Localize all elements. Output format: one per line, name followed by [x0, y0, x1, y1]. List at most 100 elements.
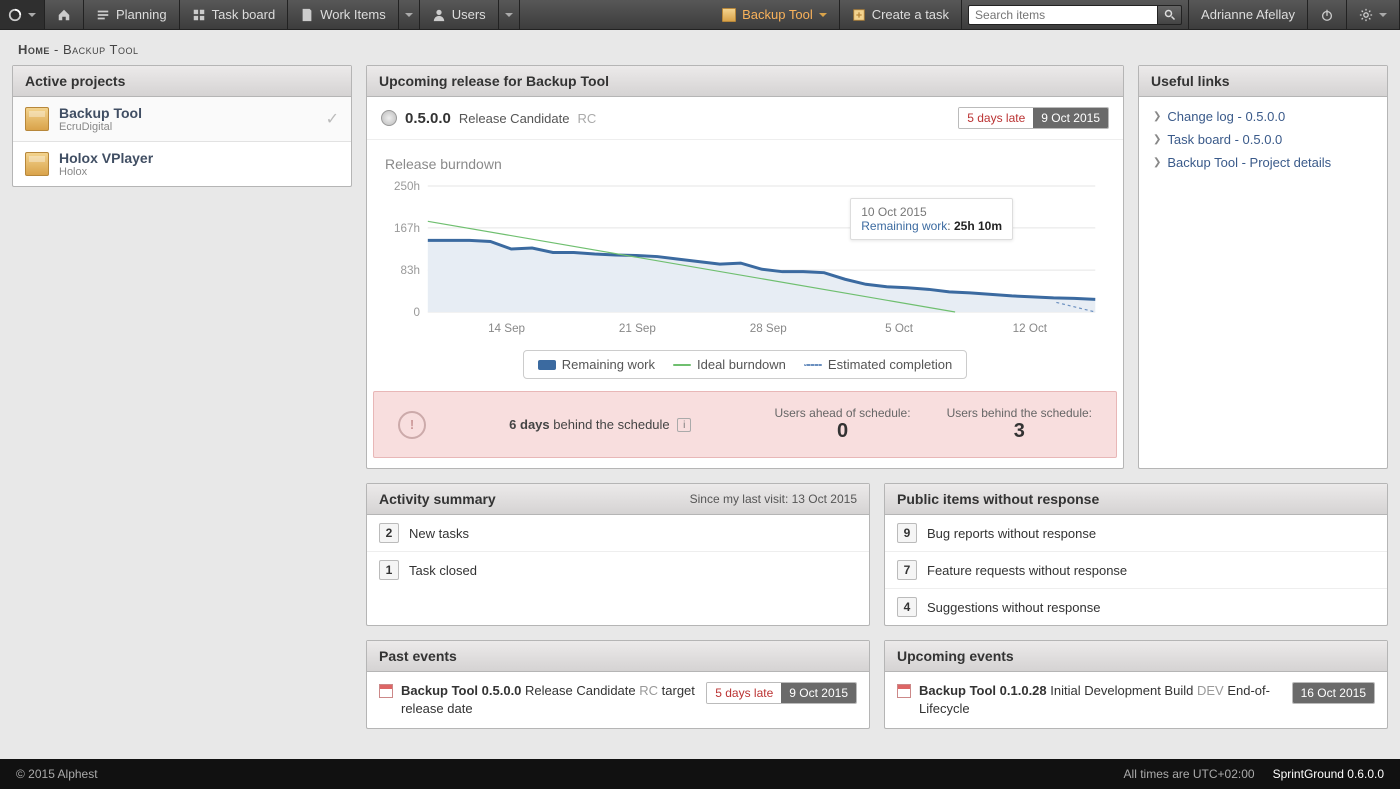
count-label: Bug reports without response — [927, 526, 1096, 541]
release-version[interactable]: 0.5.0.0 — [405, 110, 451, 127]
past-event-item[interactable]: Backup Tool 0.5.0.0 Release Candidate RC… — [367, 672, 869, 728]
upcoming-events-header: Upcoming events — [885, 641, 1387, 672]
upcoming-event-text: Backup Tool 0.1.0.28 Initial Development… — [919, 682, 1284, 718]
useful-link[interactable]: ❯ Backup Tool - Project details — [1139, 151, 1387, 174]
nav-users-label: Users — [452, 7, 486, 22]
nav-workitems[interactable]: Work Items — [288, 0, 399, 29]
public-items-header: Public items without response — [885, 484, 1387, 515]
breadcrumb-page: Backup Tool — [63, 42, 139, 57]
count-badge: 9 — [897, 523, 917, 543]
search-button[interactable] — [1158, 5, 1182, 25]
top-navbar: Planning Task board Work Items Users Bac… — [0, 0, 1400, 30]
username-label: Adrianne Afellay — [1201, 7, 1295, 22]
count-row[interactable]: 9 Bug reports without response — [885, 515, 1387, 552]
nav-planning[interactable]: Planning — [84, 0, 180, 29]
disc-icon — [381, 110, 397, 126]
count-label: New tasks — [409, 526, 469, 541]
power-button[interactable] — [1308, 0, 1347, 29]
svg-text:83h: 83h — [401, 263, 420, 277]
count-badge: 2 — [379, 523, 399, 543]
app-logo[interactable] — [0, 0, 45, 29]
package-icon — [722, 8, 736, 22]
home-button[interactable] — [45, 0, 84, 29]
legend-remaining: Remaining work — [538, 357, 655, 372]
count-row[interactable]: 1 Task closed — [367, 552, 869, 588]
legend-estimated: Estimated completion — [804, 357, 952, 372]
chevron-right-icon: ❯ — [1153, 111, 1161, 122]
info-icon[interactable]: i — [677, 418, 691, 432]
nav-users[interactable]: Users — [420, 0, 499, 29]
package-icon — [25, 107, 49, 131]
activity-since-label: Since my last visit: 13 Oct 2015 — [690, 492, 857, 506]
useful-link[interactable]: ❯ Change log - 0.5.0.0 — [1139, 105, 1387, 128]
warning-icon: ! — [398, 411, 426, 439]
search-icon — [1164, 9, 1176, 21]
create-task-button[interactable]: Create a task — [840, 0, 962, 29]
settings-button[interactable] — [1347, 0, 1400, 29]
nav-users-dropdown[interactable] — [499, 0, 520, 29]
project-item[interactable]: Backup Tool EcruDigital ✓ — [13, 97, 351, 142]
count-label: Suggestions without response — [927, 600, 1100, 615]
chevron-down-icon — [505, 13, 513, 17]
context-project-label: Backup Tool — [742, 7, 813, 22]
chevron-right-icon: ❯ — [1153, 134, 1161, 145]
breadcrumb-home[interactable]: Home — [18, 42, 50, 57]
project-name: Backup Tool — [59, 105, 142, 121]
activity-summary-panel: Activity summary Since my last visit: 13… — [366, 483, 870, 626]
footer-timezone: All times are UTC+02:00 — [1124, 767, 1255, 781]
chart-tooltip: 10 Oct 2015 Remaining work: 25h 10m — [850, 198, 1013, 240]
count-row[interactable]: 7Feature requests without response — [885, 552, 1387, 589]
nav-taskboard[interactable]: Task board — [180, 0, 289, 29]
link-label: Backup Tool - Project details — [1167, 155, 1331, 170]
users-behind: Users behind the schedule:3 — [947, 406, 1092, 443]
calendar-icon — [897, 684, 911, 698]
project-name: Holox VPlayer — [59, 150, 153, 166]
nav-workitems-dropdown[interactable] — [399, 0, 420, 29]
count-row[interactable]: 2 New tasks — [367, 515, 869, 552]
active-projects-panel: Active projects Backup Tool EcruDigital … — [12, 65, 352, 187]
breadcrumb: Home - Backup Tool — [0, 30, 1400, 65]
chart-legend: Remaining work Ideal burndown Estimated … — [523, 350, 967, 379]
upcoming-event-item[interactable]: Backup Tool 0.1.0.28 Initial Development… — [885, 672, 1387, 728]
context-project[interactable]: Backup Tool — [710, 0, 840, 29]
release-date-label: 9 Oct 2015 — [1033, 108, 1108, 128]
chevron-down-icon — [1379, 13, 1387, 17]
link-label: Change log - 0.5.0.0 — [1167, 109, 1285, 124]
svg-text:12 Oct: 12 Oct — [1013, 321, 1048, 335]
power-icon — [1320, 8, 1334, 22]
count-row[interactable]: 4 Suggestions without response — [885, 589, 1387, 625]
count-badge: 1 — [379, 560, 399, 580]
chevron-right-icon: ❯ — [1153, 157, 1161, 168]
release-date-pill: 5 days late 9 Oct 2015 — [958, 107, 1109, 129]
count-label: Feature requests without response — [927, 563, 1127, 578]
count-label: Task closed — [409, 563, 477, 578]
schedule-status-strip: ! 6 days behind the schedule i Users ahe… — [373, 391, 1117, 458]
nav-planning-label: Planning — [116, 7, 167, 22]
useful-links-panel: Useful links ❯ Change log - 0.5.0.0 ❯Task … — [1138, 65, 1388, 469]
user-menu[interactable]: Adrianne Afellay — [1189, 0, 1308, 29]
svg-text:250h: 250h — [394, 180, 420, 193]
past-event-date-pill: 5 days late 9 Oct 2015 — [706, 682, 857, 704]
create-task-label: Create a task — [872, 7, 949, 22]
project-org: EcruDigital — [59, 121, 142, 133]
chart-title: Release burndown — [385, 156, 1105, 172]
past-events-header: Past events — [367, 641, 869, 672]
tooltip-date: 10 Oct 2015 — [861, 205, 1002, 219]
calendar-icon — [379, 684, 393, 698]
upcoming-events-panel: Upcoming events Backup Tool 0.1.0.28 Ini… — [884, 640, 1388, 729]
chevron-down-icon — [405, 13, 413, 17]
footer-copyright: © 2015 Alphest — [16, 767, 98, 781]
project-item[interactable]: Holox VPlayer Holox — [13, 142, 351, 186]
svg-text:14 Sep: 14 Sep — [488, 321, 525, 335]
past-events-panel: Past events Backup Tool 0.5.0.0 Release … — [366, 640, 870, 729]
search-input[interactable] — [968, 5, 1158, 25]
package-icon — [25, 152, 49, 176]
search-container — [962, 0, 1189, 29]
useful-links-header: Useful links — [1139, 66, 1387, 97]
count-badge: 4 — [897, 597, 917, 617]
tooltip-value: 25h 10m — [954, 219, 1002, 233]
svg-text:0: 0 — [414, 305, 421, 319]
release-late-label: 5 days late — [959, 108, 1033, 128]
useful-link[interactable]: ❯Task board - 0.5.0.0 — [1139, 128, 1387, 151]
release-stage: Release Candidate — [459, 111, 570, 126]
